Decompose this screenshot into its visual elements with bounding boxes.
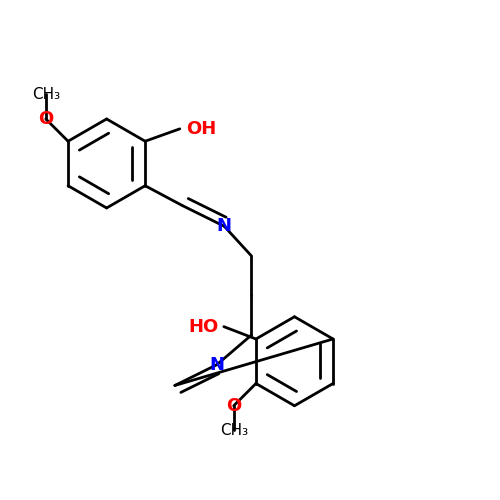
Text: N: N [210, 356, 224, 374]
Text: CH₃: CH₃ [220, 423, 248, 438]
Text: O: O [38, 110, 54, 128]
Text: N: N [217, 218, 232, 236]
Text: OH: OH [186, 120, 216, 138]
Text: HO: HO [188, 318, 219, 336]
Text: CH₃: CH₃ [32, 86, 60, 102]
Text: O: O [226, 397, 242, 415]
